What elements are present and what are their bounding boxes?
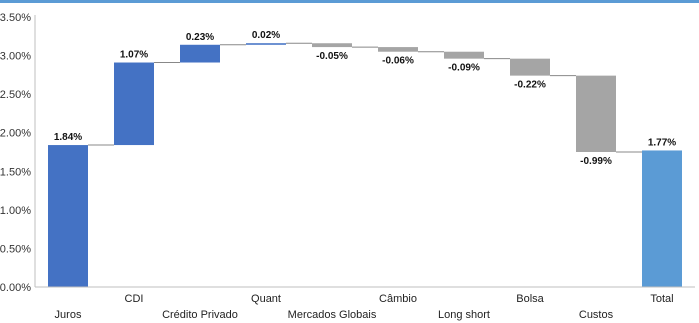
bar-custos [576,75,616,152]
x-category-label: Bolsa [516,293,544,305]
data-labels: 1.84% 1.07% 0.23% 0.02% -0.05% -0.06% -0.09% -0… [54,30,676,167]
y-tick-label: 2.50% [0,89,31,101]
bar-quant [246,43,286,45]
bar-bolsa [510,58,550,76]
bar-cambio [378,47,418,52]
x-category-label: Total [650,293,673,305]
y-tick-label: 0.50% [0,243,31,255]
bars [48,43,682,287]
data-label: 0.23% [186,32,214,43]
x-category-label: Juros [55,309,82,321]
bar-juros [48,145,88,287]
data-label: -0.99% [580,156,612,167]
bar-credito-privado [180,44,220,63]
data-label: -0.22% [514,80,546,91]
y-tick-label: 3.50% [0,12,31,24]
y-tick-label: 1.50% [0,166,31,178]
bar-long-short [444,51,484,59]
data-label: 0.02% [252,30,280,41]
x-axis: Juros CDI Crédito Privado Quant Mercados Glo… [35,286,695,321]
bar-mercados-globais [312,43,352,48]
data-label: -0.05% [316,51,348,62]
y-tick-label: 2.00% [0,128,31,140]
y-axis: 0.00% 0.50% 1.00% 1.50% 2.00% 2.50% 3.00% 3.50% [0,12,36,294]
data-label: -0.09% [448,63,480,74]
x-category-label: Custos [579,309,614,321]
x-category-label: Crédito Privado [162,309,238,321]
data-label: 1.84% [54,132,82,143]
x-category-label: Mercados Globais [288,309,377,321]
bar-cdi [114,62,154,146]
bar-total [642,150,682,287]
data-label: 1.77% [648,137,676,148]
data-label: 1.07% [120,50,148,61]
data-label: -0.06% [382,56,414,67]
y-tick-label: 0.00% [0,282,31,294]
y-tick-label: 1.00% [0,205,31,217]
x-category-label: CDI [125,293,144,305]
x-category-label: Long short [438,309,490,321]
connector-lines [88,42,642,153]
x-category-label: Câmbio [379,293,417,305]
top-border-line [0,0,699,3]
x-category-label: Quant [251,293,281,305]
y-tick-label: 3.00% [0,51,31,63]
